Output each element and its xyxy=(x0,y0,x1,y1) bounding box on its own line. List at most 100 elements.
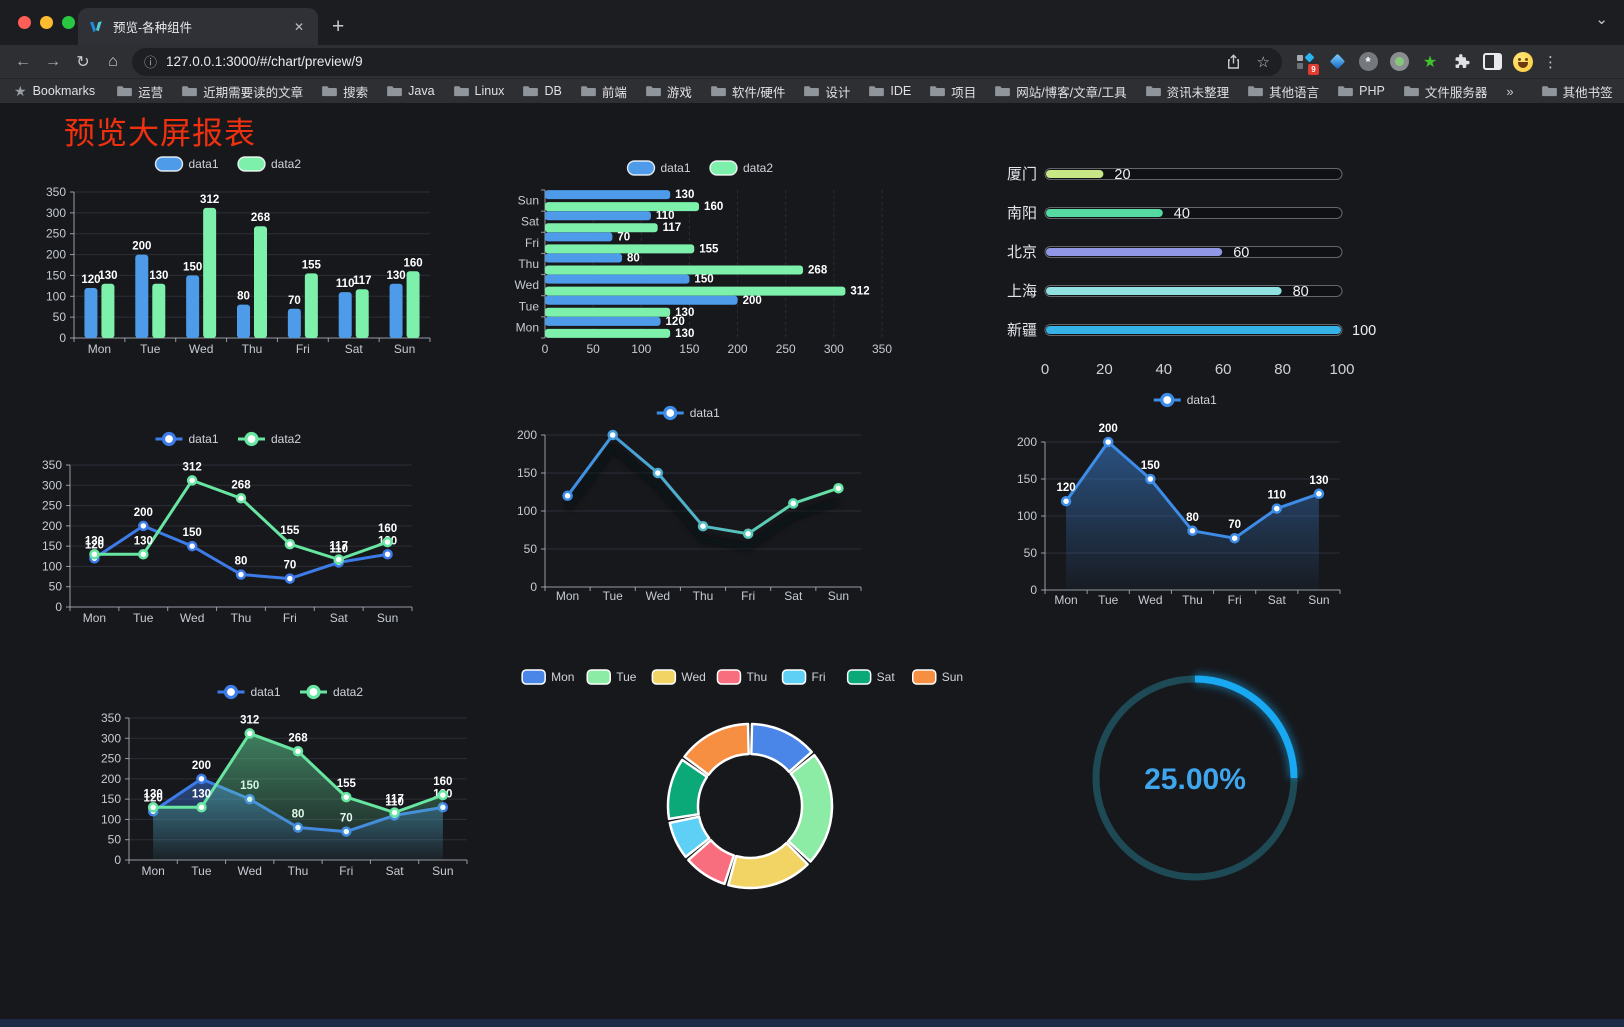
legend-item-Tue[interactable]: Tue xyxy=(586,669,637,685)
legend-item-data1[interactable]: data1 xyxy=(154,156,219,172)
forward-icon[interactable]: → xyxy=(45,52,61,70)
svg-text:Tue: Tue xyxy=(191,864,212,878)
url-host: 127.0.0.1:3000 xyxy=(166,54,257,69)
extension-gem-icon[interactable] xyxy=(1327,52,1347,72)
extension-green-dot-icon[interactable] xyxy=(1389,52,1409,72)
svg-text:268: 268 xyxy=(808,265,828,277)
legend-item-data1[interactable]: data1 xyxy=(626,160,691,176)
bookmark-folder-item[interactable]: 运营 xyxy=(117,82,163,101)
svg-text:268: 268 xyxy=(231,479,251,491)
back-icon[interactable]: ← xyxy=(15,52,31,70)
profile-avatar[interactable] xyxy=(1513,51,1533,72)
bookmarks-overflow-chevron[interactable]: » xyxy=(1506,83,1514,99)
legend-item-Thu[interactable]: Thu xyxy=(716,669,767,685)
bookmark-folder-item[interactable]: 其他语言 xyxy=(1248,82,1319,101)
svg-text:80: 80 xyxy=(237,291,250,303)
maximize-window-button[interactable] xyxy=(62,16,75,29)
site-info-icon[interactable]: ⓘ xyxy=(144,55,158,70)
bookmark-folder-item[interactable]: 前端 xyxy=(580,82,627,101)
svg-text:312: 312 xyxy=(240,714,259,726)
new-tab-button[interactable]: + xyxy=(332,15,345,38)
legend-item-data1[interactable]: data1 xyxy=(217,684,281,700)
bookmark-folder-item[interactable]: IDE xyxy=(869,84,911,98)
reload-icon[interactable]: ↻ xyxy=(76,53,90,71)
svg-text:100: 100 xyxy=(101,812,121,826)
svg-text:70: 70 xyxy=(288,295,301,307)
bookmarks-label[interactable]: Bookmarks xyxy=(32,84,96,98)
svg-text:200: 200 xyxy=(42,519,62,533)
page-title: 预览大屏报表 xyxy=(64,116,256,151)
close-window-button[interactable] xyxy=(18,16,31,29)
bookmark-folder-item[interactable]: PHP xyxy=(1338,84,1385,98)
svg-text:100: 100 xyxy=(1329,361,1354,378)
svg-text:Sun: Sun xyxy=(828,589,849,603)
side-panel-icon[interactable] xyxy=(1482,52,1502,72)
legend-item-Sun[interactable]: Sun xyxy=(912,669,963,685)
svg-text:268: 268 xyxy=(251,212,271,224)
bookmark-folder-item[interactable]: 搜索 xyxy=(322,82,368,101)
svg-text:Sun: Sun xyxy=(942,670,963,684)
bookmark-star-icon[interactable]: ☆ xyxy=(1256,53,1270,71)
legend-item-data1[interactable]: data1 xyxy=(656,405,720,421)
svg-text:Tue: Tue xyxy=(140,342,161,356)
bar-data1-Tue xyxy=(135,254,149,338)
bookmark-other-bookmarks[interactable]: 其他书签 xyxy=(1541,82,1613,101)
hbar-data1-Thu xyxy=(545,253,623,263)
svg-text:0: 0 xyxy=(59,331,66,345)
svg-text:155: 155 xyxy=(280,525,300,537)
svg-text:Wed: Wed xyxy=(1138,593,1162,607)
svg-text:250: 250 xyxy=(101,752,121,766)
svg-text:110: 110 xyxy=(1268,490,1287,502)
home-icon[interactable]: ⌂ xyxy=(108,52,118,70)
hbar-data2-Sat xyxy=(545,223,658,233)
svg-text:130: 130 xyxy=(675,307,694,319)
bookmark-folder-item[interactable]: 资讯未整理 xyxy=(1145,82,1229,101)
bookmark-folder-item[interactable]: 项目 xyxy=(930,82,976,101)
share-icon[interactable] xyxy=(1226,53,1241,70)
bookmark-folder-item[interactable]: 软件/硬件 xyxy=(710,82,785,101)
legend-item-data1[interactable]: data1 xyxy=(155,431,219,447)
legend-item-Mon[interactable]: Mon xyxy=(521,669,574,685)
svg-text:100: 100 xyxy=(517,504,537,518)
browser-menu-icon[interactable]: ⋮ xyxy=(1543,53,1558,71)
bookmark-folder-item[interactable]: 设计 xyxy=(804,82,850,101)
address-bar[interactable]: ⓘ 127.0.0.1:3000/#/chart/preview/9 ☆ xyxy=(132,47,1282,76)
extension-grid-icon[interactable]: 9 xyxy=(1296,52,1319,75)
bookmark-folder-item[interactable]: 文件服务器 xyxy=(1403,82,1487,101)
svg-text:130: 130 xyxy=(192,788,211,800)
bookmark-folder-item[interactable]: 网站/博客/文章/工具 xyxy=(995,82,1127,101)
extension-asterisk-icon[interactable]: * xyxy=(1358,52,1378,72)
svg-text:data1: data1 xyxy=(251,685,281,699)
extension-star-icon[interactable]: ★ xyxy=(1422,53,1438,71)
bookmark-folder-item[interactable]: Linux xyxy=(453,84,504,98)
svg-text:data2: data2 xyxy=(743,161,773,175)
legend-item-Sat[interactable]: Sat xyxy=(846,669,896,685)
donut-slice-Thu xyxy=(687,838,736,886)
extensions-puzzle-icon[interactable] xyxy=(1451,52,1471,72)
tab-close-icon[interactable]: ✕ xyxy=(293,19,304,34)
bookmark-folder-item[interactable]: Java xyxy=(387,84,435,98)
progress-row-北京: 北京 60 xyxy=(1007,244,1343,261)
bar-data2-Sat xyxy=(355,289,369,338)
bookmark-folder-item[interactable]: 近期需要读的文章 xyxy=(182,82,303,101)
minimize-window-button[interactable] xyxy=(40,16,53,29)
legend-item-data2[interactable]: data2 xyxy=(709,160,773,176)
legend-item-data1[interactable]: data1 xyxy=(1153,392,1217,408)
svg-text:Thu: Thu xyxy=(746,670,767,684)
tab-search-chevron-icon[interactable]: ⌄ xyxy=(1595,11,1608,28)
svg-text:60: 60 xyxy=(1215,361,1232,378)
legend-item-data2[interactable]: data2 xyxy=(238,431,301,447)
bookmark-folder-item[interactable]: DB xyxy=(523,84,562,98)
svg-text:50: 50 xyxy=(108,833,122,847)
legend-item-Fri[interactable]: Fri xyxy=(781,669,826,685)
legend-item-data2[interactable]: data2 xyxy=(300,684,363,700)
bookmark-folder-item[interactable]: 游戏 xyxy=(645,82,692,101)
legend-item-Wed[interactable]: Wed xyxy=(651,669,706,685)
bookmark-label: DB xyxy=(544,84,562,98)
bar-data1-Sun xyxy=(389,283,403,338)
browser-tab[interactable]: 预览-各种组件 ✕ xyxy=(78,8,318,45)
bookmark-label: 设计 xyxy=(825,85,851,100)
bar-data2-Mon xyxy=(101,283,115,338)
legend-item-data2[interactable]: data2 xyxy=(237,156,301,172)
svg-text:0: 0 xyxy=(530,580,537,594)
